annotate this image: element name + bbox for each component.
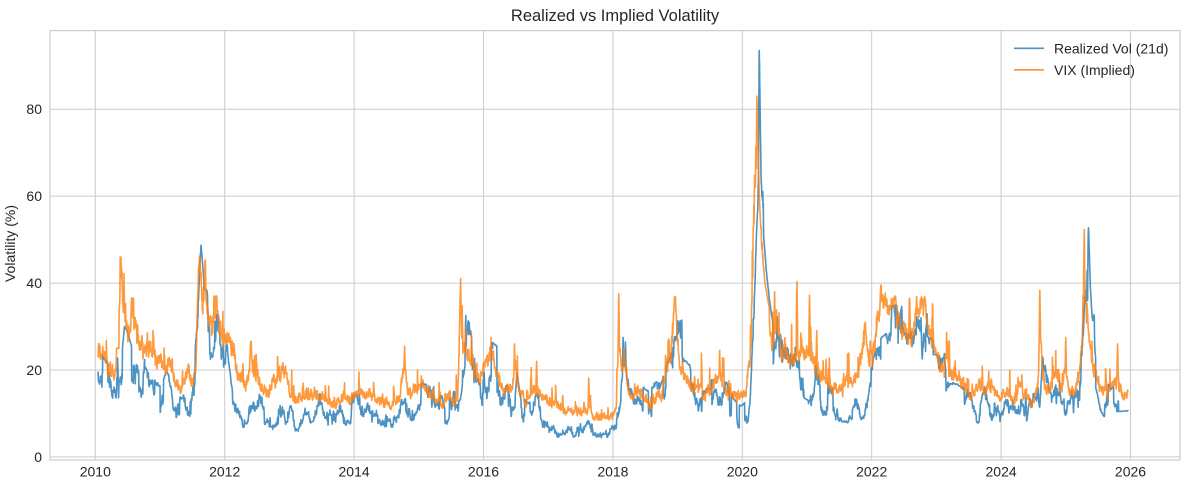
svg-text:2020: 2020 — [727, 463, 758, 479]
svg-text:20: 20 — [26, 362, 42, 378]
svg-text:0: 0 — [34, 449, 42, 465]
svg-text:Realized vs Implied Volatility: Realized vs Implied Volatility — [511, 7, 720, 25]
svg-text:2018: 2018 — [597, 463, 628, 479]
svg-text:60: 60 — [26, 188, 42, 204]
svg-text:2012: 2012 — [209, 463, 240, 479]
svg-text:40: 40 — [26, 275, 42, 291]
svg-text:80: 80 — [26, 101, 42, 117]
svg-text:VIX (Implied): VIX (Implied) — [1054, 62, 1135, 78]
svg-text:2010: 2010 — [80, 463, 111, 479]
svg-text:2016: 2016 — [468, 463, 499, 479]
svg-text:Volatility (%): Volatility (%) — [2, 205, 18, 282]
svg-text:2024: 2024 — [986, 463, 1017, 479]
svg-text:Realized Vol (21d): Realized Vol (21d) — [1054, 40, 1168, 56]
svg-text:2026: 2026 — [1115, 463, 1146, 479]
svg-text:2014: 2014 — [339, 463, 370, 479]
svg-text:2022: 2022 — [856, 463, 887, 479]
